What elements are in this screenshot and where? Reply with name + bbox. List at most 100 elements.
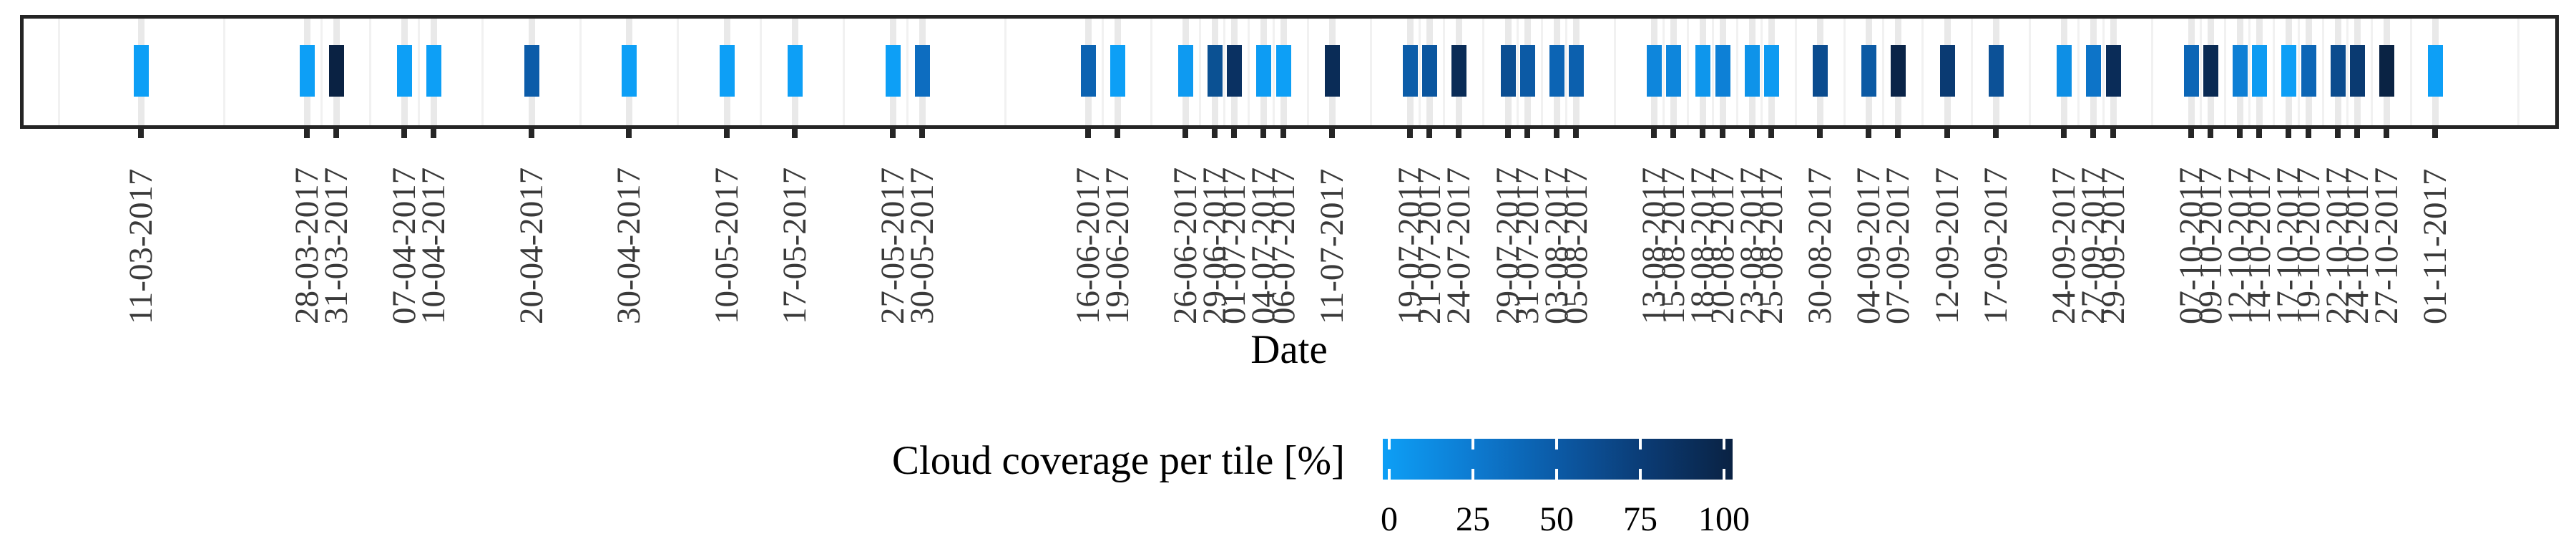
cloud-coverage-tile xyxy=(1324,45,1340,97)
x-axis-tick xyxy=(1720,129,1725,138)
x-axis-tick xyxy=(2090,129,2096,138)
cloud-coverage-tile xyxy=(1110,45,1125,97)
minor-gridline xyxy=(222,19,225,125)
minor-gridline xyxy=(1921,19,1924,125)
minor-gridline xyxy=(1736,19,1738,125)
legend-colorbar-tick xyxy=(1388,439,1391,449)
minor-gridline xyxy=(1517,19,1519,125)
x-axis-date-label: 20-04-2017 xyxy=(513,167,550,324)
x-axis-tick xyxy=(1573,129,1579,138)
x-axis-tick xyxy=(1993,129,1999,138)
minor-gridline xyxy=(1541,19,1543,125)
cloud-coverage-tile xyxy=(1939,45,1955,97)
cloud-coverage-tile xyxy=(2330,45,2346,97)
x-axis-tick xyxy=(1524,129,1530,138)
x-axis-tick xyxy=(1768,129,1774,138)
x-axis-tick xyxy=(2384,129,2389,138)
cloud-coverage-tile xyxy=(1549,45,1564,97)
cloud-coverage-tile xyxy=(1226,45,1242,97)
legend-colorbar-tick xyxy=(1639,439,1642,449)
cloud-coverage-tile xyxy=(1402,45,1418,97)
x-axis-date-label: 17-09-2017 xyxy=(1977,167,2014,324)
cloud-coverage-tile xyxy=(2085,45,2101,97)
cloud-coverage-tile xyxy=(787,45,803,97)
x-axis-tick xyxy=(2306,129,2311,138)
x-axis-tick xyxy=(1280,129,1286,138)
cloud-coverage-tile xyxy=(2281,45,2296,97)
minor-gridline xyxy=(1970,19,1973,125)
x-axis-tick xyxy=(1115,129,1120,138)
minor-gridline xyxy=(2409,19,2412,125)
x-axis-tick xyxy=(1329,129,1335,138)
x-axis-date-label: 07-09-2017 xyxy=(1879,167,1916,324)
minor-gridline xyxy=(677,19,679,125)
x-axis-tick xyxy=(2354,129,2360,138)
cloud-coverage-tile xyxy=(621,45,637,97)
cloud-coverage-tile xyxy=(2251,45,2267,97)
cloud-coverage-tile xyxy=(2203,45,2218,97)
x-axis-tick xyxy=(919,129,925,138)
x-axis-tick xyxy=(138,129,144,138)
minor-gridline xyxy=(2077,19,2080,125)
minor-gridline xyxy=(1882,19,1884,125)
minor-gridline xyxy=(1794,19,1797,125)
cloud-coverage-tile xyxy=(2056,45,2072,97)
legend-colorbar-tick xyxy=(1471,439,1474,449)
cloud-coverage-tile xyxy=(328,45,344,97)
cloud-coverage-tile xyxy=(1519,45,1535,97)
x-axis-date-label: 27-10-2017 xyxy=(2368,167,2405,324)
cloud-coverage-tile xyxy=(524,45,539,97)
x-axis-date-label: 30-08-2017 xyxy=(1801,167,1838,324)
cloud-coverage-tile xyxy=(1744,45,1760,97)
minor-gridline xyxy=(1662,19,1665,125)
legend-tick-label: 50 xyxy=(1539,500,1574,538)
legend-colorbar-tick xyxy=(1723,439,1725,449)
cloud-coverage-tile xyxy=(1715,45,1730,97)
x-axis-date-label: 12-09-2017 xyxy=(1929,167,1966,324)
cloud-coverage-tile xyxy=(885,45,901,97)
legend-colorbar-tick xyxy=(1723,469,1725,480)
x-axis-tick xyxy=(1407,129,1413,138)
minor-gridline xyxy=(1760,19,1763,125)
minor-gridline xyxy=(369,19,371,125)
x-axis-date-label: 31-03-2017 xyxy=(318,167,355,324)
minor-gridline xyxy=(579,19,582,125)
x-axis-date-label: 10-05-2017 xyxy=(708,167,745,324)
x-axis-date-label: 19-06-2017 xyxy=(1099,167,1136,324)
minor-gridline xyxy=(320,19,323,125)
x-axis-tick xyxy=(1260,129,1266,138)
minor-gridline xyxy=(2224,19,2226,125)
x-axis-date-label: 30-05-2017 xyxy=(903,167,941,324)
cloud-coverage-tile xyxy=(914,45,930,97)
legend-colorbar-tick xyxy=(1471,469,1474,480)
minor-gridline xyxy=(2346,19,2349,125)
x-axis-tick xyxy=(2286,129,2291,138)
minor-gridline xyxy=(481,19,484,125)
x-axis-date-label: 25-08-2017 xyxy=(1753,167,1790,324)
x-axis-tick xyxy=(1426,129,1432,138)
x-axis-tick xyxy=(626,129,632,138)
x-axis-tick xyxy=(333,129,339,138)
cloud-coverage-tile xyxy=(719,45,735,97)
x-axis-date-label: 11-07-2017 xyxy=(1313,168,1351,324)
minor-gridline xyxy=(1306,19,1309,125)
cloud-coverage-tile xyxy=(1080,45,1096,97)
minor-gridline xyxy=(1272,19,1275,125)
cloud-coverage-tile xyxy=(2105,45,2121,97)
x-axis-tick xyxy=(304,129,310,138)
minor-gridline xyxy=(2151,19,2153,125)
minor-gridline xyxy=(2102,19,2105,125)
cloud-coverage-tile xyxy=(1255,45,1271,97)
legend-colorbar-tick xyxy=(1639,469,1642,480)
cloud-coverage-tile xyxy=(299,45,315,97)
x-axis-tick xyxy=(1651,129,1657,138)
minor-gridline xyxy=(2297,19,2300,125)
x-axis-tick xyxy=(1554,129,1559,138)
x-axis-date-label: 10-04-2017 xyxy=(415,167,452,324)
cloud-coverage-tile xyxy=(1988,45,2004,97)
cloud-coverage-tile xyxy=(396,45,412,97)
x-axis-tick xyxy=(2256,129,2262,138)
x-axis-date-label: 30-04-2017 xyxy=(610,167,647,324)
x-axis-tick xyxy=(2335,129,2341,138)
